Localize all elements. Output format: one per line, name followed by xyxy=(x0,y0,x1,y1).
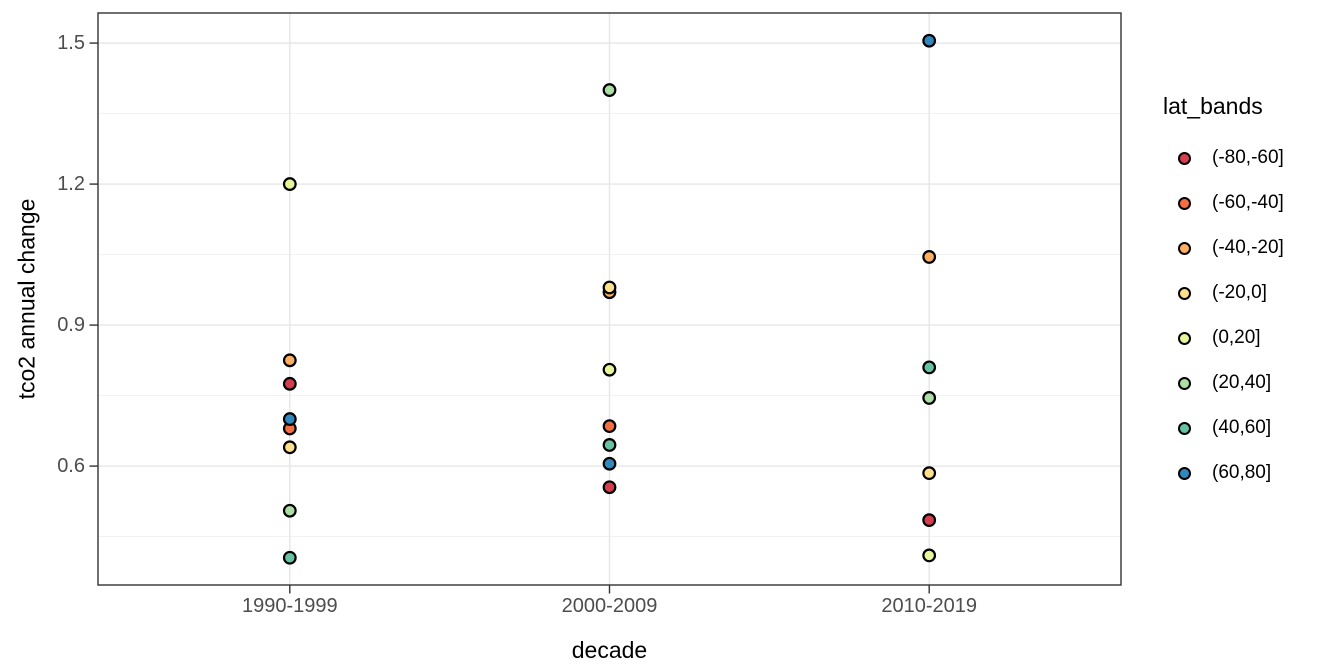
x-tick-label: 2010-2019 xyxy=(881,595,977,617)
y-tick-label: 1.5 xyxy=(57,32,85,54)
data-point xyxy=(602,419,617,434)
data-point xyxy=(922,391,937,405)
legend-item: (20,40] xyxy=(1178,372,1284,394)
legend-label: (0,20] xyxy=(1212,327,1261,348)
legend-item: (40,60] xyxy=(1178,417,1284,439)
legend-label: (-80,-60] xyxy=(1212,147,1284,168)
data-point xyxy=(282,440,297,455)
data-point xyxy=(282,353,297,368)
data-point xyxy=(602,456,617,471)
legend-key-icon xyxy=(1178,421,1191,435)
x-axis-title: decade xyxy=(571,637,648,663)
legend-key-icon xyxy=(1178,331,1191,345)
legend: lat_bands (-80,-60] (-60,-40] (-40,-20] (-2… xyxy=(1163,93,1284,484)
legend-label: (60,80] xyxy=(1212,462,1272,483)
legend-label: (-40,-20] xyxy=(1212,237,1284,258)
y-tick-label: 0.6 xyxy=(57,455,85,477)
data-point xyxy=(602,480,617,495)
legend-label: (-60,-40] xyxy=(1212,192,1284,213)
data-point xyxy=(922,250,937,264)
legend-key-icon xyxy=(1178,466,1191,480)
legend-title: lat_bands xyxy=(1163,93,1263,119)
legend-item: (-40,-20] xyxy=(1178,237,1284,259)
data-point xyxy=(602,362,617,377)
y-tick-label: 1.2 xyxy=(57,173,85,195)
data-point xyxy=(282,412,297,426)
legend-key-icon xyxy=(1178,376,1191,390)
legend-key-icon xyxy=(1178,241,1191,255)
data-point xyxy=(602,438,617,452)
legend-label: (20,40] xyxy=(1212,372,1272,393)
data-point xyxy=(922,513,937,528)
legend-key-icon xyxy=(1178,151,1191,165)
data-point xyxy=(922,360,937,375)
legend-item: (-20,0] xyxy=(1178,282,1284,304)
legend-item: (60,80] xyxy=(1178,462,1284,484)
legend-label: (-20,0] xyxy=(1212,282,1267,303)
y-axis-title: tco2 annual change xyxy=(13,198,40,400)
legend-item: (-80,-60] xyxy=(1178,147,1284,169)
data-point xyxy=(922,33,937,48)
legend-key-icon xyxy=(1178,286,1191,300)
legend-label: (40,60] xyxy=(1212,417,1272,438)
data-point xyxy=(602,83,617,97)
data-point xyxy=(922,466,937,481)
y-tick-label: 0.9 xyxy=(57,314,85,336)
data-point xyxy=(922,548,937,563)
data-point xyxy=(282,503,297,518)
data-point xyxy=(282,376,297,391)
legend-item: (0,20] xyxy=(1178,327,1284,349)
x-tick-label: 1990-1999 xyxy=(242,595,338,617)
x-tick-label: 2000-2009 xyxy=(562,595,658,617)
data-point xyxy=(282,177,297,191)
legend-items: (-80,-60] (-60,-40] (-40,-20] (-20,0] (0,20]… xyxy=(1178,147,1284,484)
legend-key-icon xyxy=(1178,196,1191,210)
data-point xyxy=(602,280,617,295)
data-point xyxy=(282,550,297,565)
legend-item: (-60,-40] xyxy=(1178,192,1284,214)
